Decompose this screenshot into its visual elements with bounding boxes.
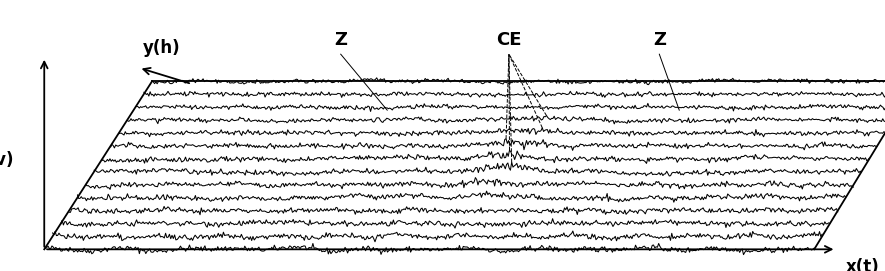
Text: y(h): y(h): [143, 39, 181, 57]
Text: Z: Z: [335, 31, 347, 49]
Text: Z: Z: [653, 31, 666, 49]
Text: z(v): z(v): [0, 151, 13, 169]
Text: CE: CE: [496, 31, 521, 49]
Text: x(t): x(t): [846, 258, 880, 271]
